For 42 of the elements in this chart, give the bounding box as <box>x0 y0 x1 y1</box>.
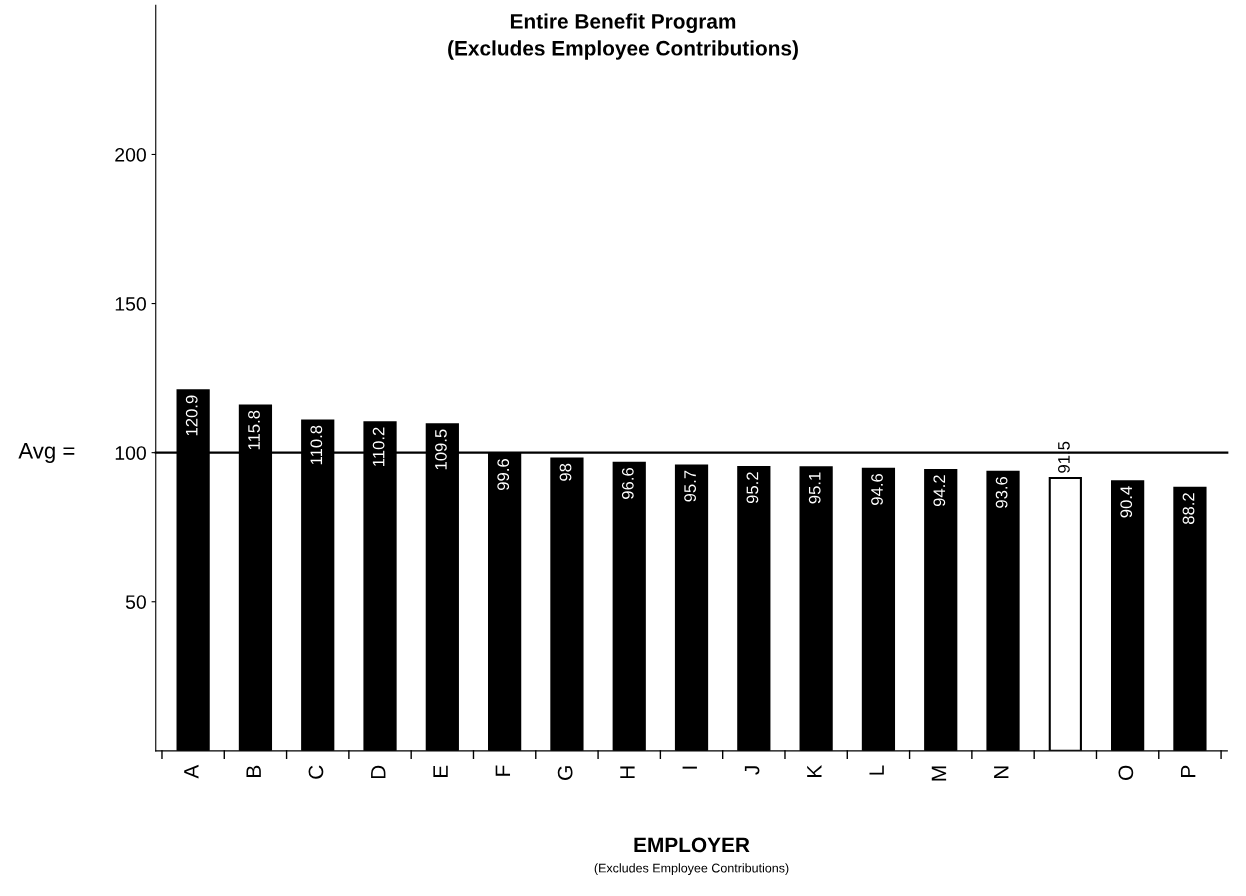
data-label: 110.8 <box>310 425 323 465</box>
x-axis-title: EMPLOYER <box>634 837 750 853</box>
data-label: 95.2 <box>746 472 759 504</box>
y-tick-label: 200 <box>115 147 146 162</box>
data-label: 93.6 <box>995 476 1008 508</box>
data-label: 109.5 <box>435 429 447 470</box>
data-label: 98 <box>559 463 572 481</box>
data-label: 95.1 <box>808 472 821 504</box>
text: (Excludes Employee Contributions) <box>448 40 798 60</box>
data-label: 110.2 <box>372 427 385 466</box>
x-tick-label: M <box>931 766 947 781</box>
x-tick-label: H <box>620 766 635 779</box>
x-tick-label: J <box>744 766 760 775</box>
x-tick-label: P <box>1180 765 1196 777</box>
x-tick-label: G <box>557 766 573 780</box>
text: (Excludes Employee Contributions) <box>594 863 789 875</box>
ref-line-label: Avg = <box>18 443 75 464</box>
x-tick-label: I <box>682 766 697 769</box>
data-label: 99.6 <box>497 459 510 490</box>
x-tick-label: K <box>807 764 822 777</box>
y-tick-label: 150 <box>115 297 146 311</box>
data-label: 95.7 <box>684 470 696 502</box>
x-tick-label: C <box>308 765 324 779</box>
x-tick-label: E <box>433 765 448 777</box>
data-label: 88.2 <box>1182 493 1195 525</box>
data-label: 115.8 <box>248 410 260 450</box>
x-tick-label: D <box>371 765 386 779</box>
data-label: 90.4 <box>1120 486 1133 518</box>
data-label: 91.5 <box>1058 441 1070 473</box>
chart-title: Entire Benefit Program <box>510 13 736 33</box>
y-tick-label: 50 <box>125 595 146 609</box>
data-label: 94.2 <box>933 475 946 507</box>
x-tick-label: F <box>495 765 511 776</box>
x-tick-label: O <box>1118 765 1134 780</box>
x-tick-label: N <box>994 766 1009 779</box>
x-tick-label: B <box>246 765 261 777</box>
data-label: 120.9 <box>185 395 198 436</box>
x-tick-label: L <box>869 765 884 775</box>
y-tick-label: 100 <box>115 446 146 460</box>
data-label: 94.6 <box>871 473 883 505</box>
data-label: 96.6 <box>621 468 634 499</box>
x-tick-label: A <box>184 764 199 779</box>
